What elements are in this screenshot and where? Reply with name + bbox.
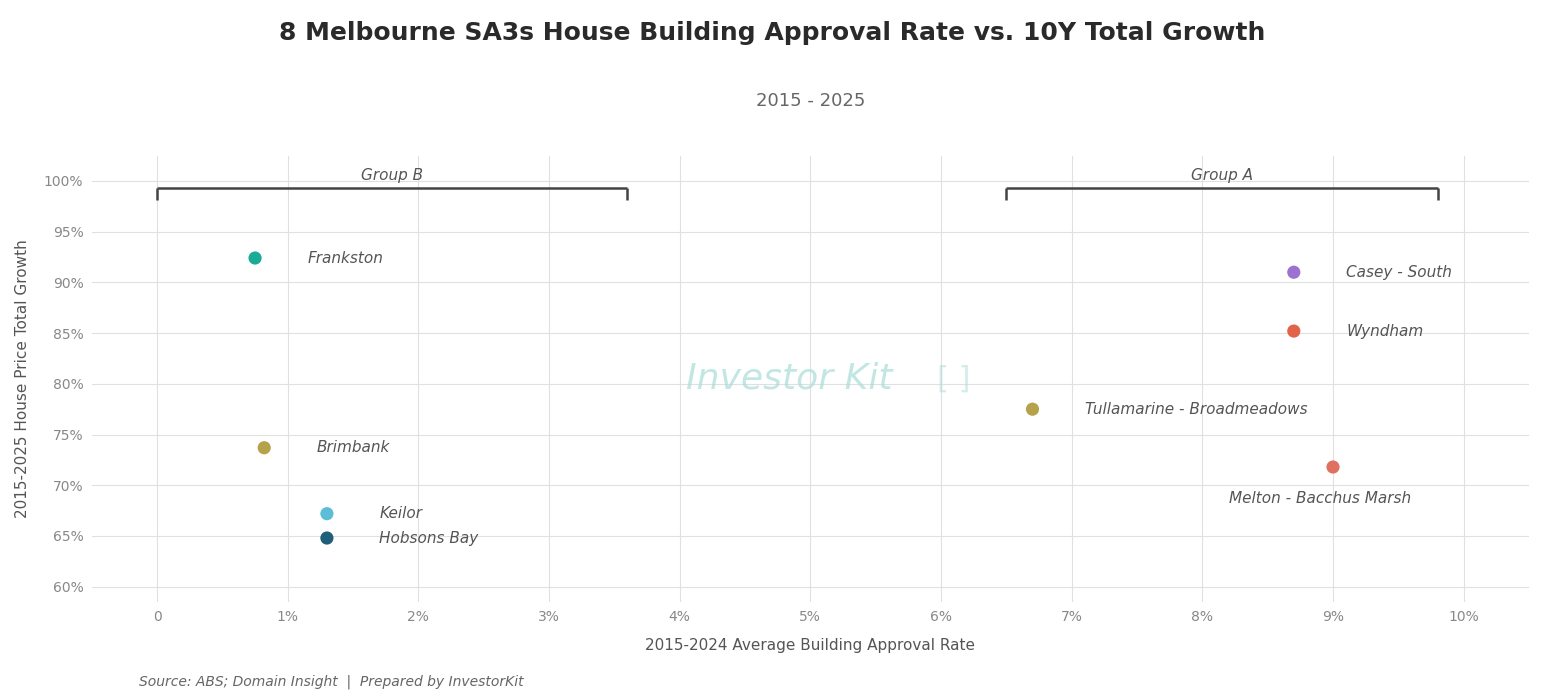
Point (315, 532, 340, 544)
Point (1320, 461, 1345, 473)
Y-axis label: 2015-2025 House Price Total Growth: 2015-2025 House Price Total Growth (15, 239, 29, 518)
Text: Hobsons Bay: Hobsons Bay (380, 530, 479, 546)
Text: Group A: Group A (1190, 168, 1252, 183)
Text: Tullamarine - Broadmeadows: Tullamarine - Broadmeadows (1085, 402, 1308, 417)
X-axis label: 2015-2024 Average Building Approval Rate: 2015-2024 Average Building Approval Rate (645, 638, 976, 653)
Point (242, 253, 267, 264)
Title: 2015 - 2025: 2015 - 2025 (755, 92, 865, 109)
Text: 8 Melbourne SA3s House Building Approval Rate vs. 10Y Total Growth: 8 Melbourne SA3s House Building Approval… (279, 21, 1265, 45)
Point (315, 508, 340, 519)
Point (1282, 267, 1306, 278)
Text: Brimbank: Brimbank (317, 441, 389, 455)
Text: Frankston: Frankston (307, 251, 383, 265)
Text: Investor Kit: Investor Kit (686, 362, 892, 396)
Text: [ ]: [ ] (937, 364, 971, 393)
Text: Group B: Group B (361, 168, 423, 183)
Point (1021, 404, 1045, 415)
Point (252, 442, 276, 453)
Text: Wyndham: Wyndham (1346, 324, 1424, 338)
Text: Melton - Bacchus Marsh: Melton - Bacchus Marsh (1229, 491, 1411, 507)
Text: Casey - South: Casey - South (1346, 264, 1451, 280)
Text: Source: ABS; Domain Insight  |  Prepared by InvestorKit: Source: ABS; Domain Insight | Prepared b… (139, 674, 523, 689)
Text: Keilor: Keilor (380, 506, 422, 521)
Point (1282, 326, 1306, 337)
